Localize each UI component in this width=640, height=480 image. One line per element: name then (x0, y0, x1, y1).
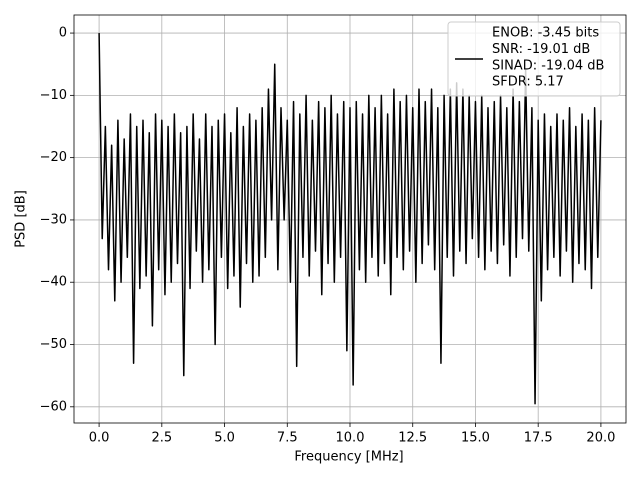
plot-frame (73, 14, 627, 424)
x-tick-label: 12.5 (398, 431, 427, 446)
legend-text: SINAD: -19.04 dB (492, 58, 604, 73)
x-tick-label: 5.0 (214, 431, 235, 446)
y-tick-label: −30 (40, 212, 67, 227)
y-tick-label: −20 (40, 150, 67, 165)
y-axis-label: PSD [dB] (14, 190, 29, 248)
y-tick-label: 0 (59, 26, 67, 41)
legend-text: ENOB: -3.45 bits (492, 26, 599, 41)
y-tick-label: −40 (40, 275, 67, 290)
x-tick-label: 20.0 (586, 431, 615, 446)
x-tick-label: 0.0 (89, 431, 110, 446)
legend-text: SNR: -19.01 dB (492, 42, 590, 57)
psd-line (98, 33, 602, 405)
y-tick-label: −10 (40, 88, 67, 103)
y-tick-label: −60 (40, 399, 67, 414)
legend-box (447, 21, 621, 97)
x-tick-label: 17.5 (524, 431, 553, 446)
x-tick-label: 2.5 (151, 431, 172, 446)
x-tick-label: 7.5 (277, 431, 298, 446)
x-tick-label: 10.0 (336, 431, 365, 446)
x-axis-label: Frequency [MHz] (294, 450, 403, 465)
legend-text: SFDR: 5.17 (492, 75, 564, 90)
x-tick-label: 15.0 (461, 431, 490, 446)
y-tick-label: −50 (40, 337, 67, 352)
